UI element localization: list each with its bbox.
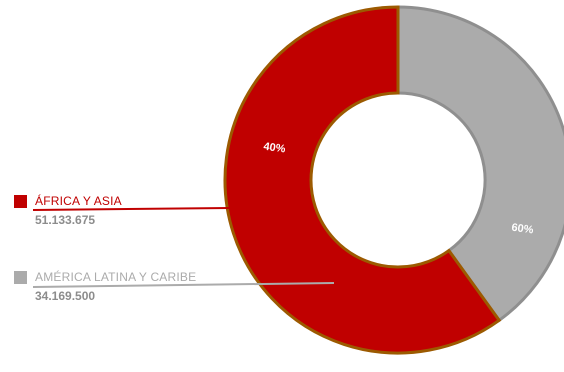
legend-value-africa-asia: 51.133.675 (35, 213, 96, 227)
slice-america-latina (396, 5, 564, 323)
leader-line-africa-asia (32, 207, 231, 211)
legend-swatch-africa-asia (14, 194, 27, 208)
legend-label-america-latina: AMÉRICA LATINA Y CARIBE (35, 270, 197, 284)
legend-label-africa-asia: ÁFRICA Y ASIA (35, 194, 122, 208)
slice-africa-asia (223, 5, 502, 355)
legend-value-america-latina: 34.169.500 (35, 289, 96, 303)
legend-item-america-latina: AMÉRICA LATINA Y CARIBE 34.169.500 (14, 270, 196, 303)
percent-label-africa-asia: 40% (263, 141, 287, 156)
percent-label-america-latina: 60% (511, 222, 535, 237)
legend-swatch-america-latina (14, 270, 27, 284)
leader-line-america-latina (32, 282, 335, 288)
legend-item-africa-asia: ÁFRICA Y ASIA 51.133.675 (14, 194, 122, 227)
